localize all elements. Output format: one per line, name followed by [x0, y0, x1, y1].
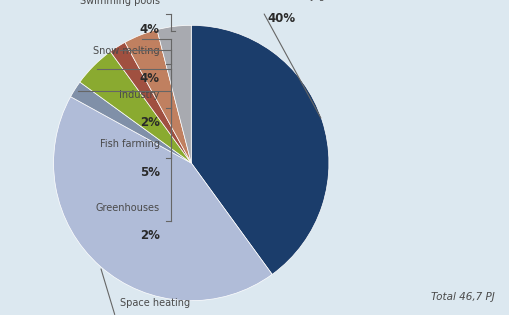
Wedge shape [157, 25, 191, 163]
Text: Greenhouses: Greenhouses [95, 203, 159, 213]
Text: 2%: 2% [139, 116, 159, 129]
Wedge shape [53, 97, 272, 301]
Text: 4%: 4% [139, 72, 159, 85]
Text: Swimming pools: Swimming pools [79, 0, 159, 6]
Wedge shape [70, 82, 191, 163]
Text: Snow melting: Snow melting [93, 46, 159, 56]
Text: 2%: 2% [139, 229, 159, 242]
Text: Electricity generation: Electricity generation [266, 0, 371, 1]
Text: 40%: 40% [266, 12, 295, 25]
Wedge shape [125, 30, 191, 163]
Text: Total 46,7 PJ: Total 46,7 PJ [430, 292, 494, 302]
Wedge shape [110, 42, 191, 163]
Text: Space heating: Space heating [120, 298, 189, 307]
Text: 5%: 5% [139, 166, 159, 179]
Wedge shape [80, 52, 191, 163]
Text: Fish farming: Fish farming [99, 139, 159, 149]
Text: Industry: Industry [119, 90, 159, 100]
Text: 4%: 4% [139, 23, 159, 36]
Wedge shape [191, 25, 328, 274]
